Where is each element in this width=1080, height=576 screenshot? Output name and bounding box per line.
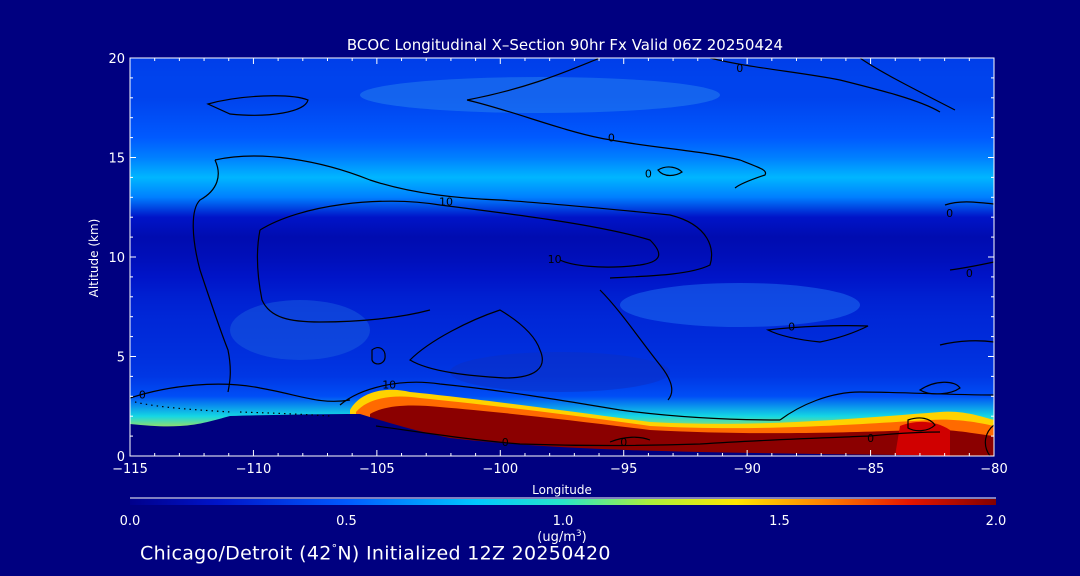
plot-area: 0 10 10 10 0 0 0 0 0 0 0 0 0 xyxy=(129,57,995,457)
surface-max-band-core xyxy=(370,405,994,456)
contour-label: 0 xyxy=(608,132,615,145)
contour-label: 10 xyxy=(439,195,453,208)
colorbar-unit-label: (ug/m3) xyxy=(537,529,586,545)
contour-line xyxy=(859,58,956,111)
colorbar-tick-label: 0.0 xyxy=(120,514,141,529)
contour-lines xyxy=(130,58,994,456)
contour-line xyxy=(779,391,994,421)
contour-label: 0 xyxy=(788,321,795,334)
x-tick-label: −110 xyxy=(236,462,272,477)
contour-line xyxy=(371,347,386,365)
contour-line xyxy=(466,99,767,189)
colorbar-tick-label: 1.0 xyxy=(553,514,574,529)
contour-line xyxy=(375,425,941,447)
chart-title: BCOC Longitudinal X–Section 90hr Fx Vali… xyxy=(347,36,783,54)
contour-line xyxy=(709,58,941,113)
contour-label: 0 xyxy=(620,436,627,449)
y-tick-label: 5 xyxy=(117,351,125,366)
colorbar-ticks: 0.0 0.5 1.0 1.5 2.0 xyxy=(120,514,1007,529)
x-tick-label: −95 xyxy=(610,462,637,477)
contour-label: 0 xyxy=(139,388,146,401)
upper-level-blob xyxy=(360,77,720,113)
contour-labels: 0 10 10 10 0 0 0 0 0 0 0 0 0 xyxy=(139,62,973,449)
contour-label: 0 xyxy=(502,436,509,449)
mid-level-blob xyxy=(620,283,860,327)
contour-line xyxy=(765,325,869,343)
footer-text-end: N) Initialized 12Z 20250420 xyxy=(337,542,611,565)
contour-line xyxy=(409,309,543,379)
contour-label: 0 xyxy=(867,432,874,445)
footer-degree: ° xyxy=(331,542,338,555)
footer-text-start: Chicago/Detroit (42 xyxy=(140,542,332,565)
y-tick-label: 0 xyxy=(117,450,125,465)
contour-label: 10 xyxy=(382,378,396,391)
contour-line xyxy=(206,95,309,116)
contour-line xyxy=(259,200,660,268)
contour-label: 0 xyxy=(946,207,953,220)
concentration-field xyxy=(130,58,994,456)
x-tick-label: −105 xyxy=(359,462,395,477)
y-tick-label: 20 xyxy=(108,52,125,67)
x-tick-label: −80 xyxy=(980,462,1007,477)
contour-line xyxy=(949,261,994,271)
colorbar-tick-label: 0.5 xyxy=(336,514,357,529)
surface-max-band-hotspot xyxy=(895,421,950,456)
y-tick-label: 15 xyxy=(108,152,125,167)
contour-line xyxy=(239,411,331,417)
contour-line xyxy=(918,381,961,395)
contour-line xyxy=(339,381,781,421)
x-axis-label: Longitude xyxy=(532,483,592,497)
x-tick-label: −85 xyxy=(857,462,884,477)
contour-line xyxy=(657,166,683,177)
contour-line xyxy=(984,424,994,456)
contour-line xyxy=(609,436,651,443)
terrain xyxy=(130,414,994,456)
contour-line xyxy=(192,159,231,393)
x-tick-label: −90 xyxy=(733,462,760,477)
contour-label: 0 xyxy=(966,267,973,280)
colorbar: 0.0 0.5 1.0 1.5 2.0 (ug/m3) xyxy=(120,497,1007,545)
contour-line xyxy=(944,201,994,206)
contour-label: 0 xyxy=(736,62,743,75)
contour-line xyxy=(466,58,601,101)
contour-line xyxy=(939,340,994,346)
contour-line xyxy=(130,383,351,402)
contour-dotted xyxy=(134,401,331,417)
contour-line xyxy=(214,155,713,279)
footer-caption: Chicago/Detroit (42°N) Initialized 12Z 2… xyxy=(140,542,611,564)
x-axis: −115 −110 −105 −100 −95 −90 −85 −80 xyxy=(112,58,1008,477)
colorbar-gradient xyxy=(130,499,996,505)
y-axis: 0 5 10 15 20 xyxy=(108,52,994,465)
colorbar-tick-label: 1.5 xyxy=(769,514,790,529)
x-tick-label: −115 xyxy=(112,462,148,477)
contour-label: 0 xyxy=(645,167,652,180)
contour-line xyxy=(256,229,431,323)
contour-line xyxy=(599,289,673,401)
x-tick-label: −100 xyxy=(482,462,518,477)
contour-label: 10 xyxy=(548,253,562,266)
contour-line xyxy=(907,417,936,432)
colorbar-tick-label: 2.0 xyxy=(986,514,1007,529)
mid-level-blob xyxy=(230,300,370,360)
y-axis-label: Altitude (km) xyxy=(87,219,101,298)
y-tick-label: 10 xyxy=(108,251,125,266)
low-level-blob xyxy=(450,352,670,392)
